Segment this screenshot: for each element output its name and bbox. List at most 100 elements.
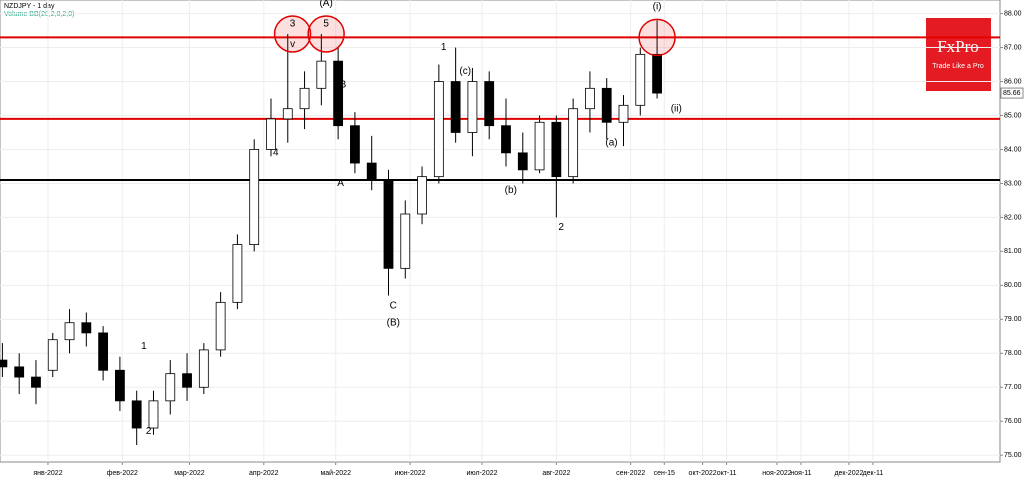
candle-body xyxy=(534,121,545,171)
logo-box xyxy=(926,18,991,91)
wave-label: 1 xyxy=(441,42,447,53)
y-tick-label: 86.00 xyxy=(1004,78,1022,85)
x-tick-label: апр-2022 xyxy=(249,470,279,477)
wave-label: B xyxy=(340,80,347,91)
wave-label: (a) xyxy=(605,137,617,148)
wave-label: (ii) xyxy=(671,103,682,114)
y-tick-label: 82.00 xyxy=(1004,214,1022,221)
wave-label: (i) xyxy=(653,1,662,12)
candle-body xyxy=(366,162,377,181)
highlight-circle xyxy=(273,15,312,53)
y-tick-label: 80.00 xyxy=(1004,282,1022,289)
x-tick-label: июл-2022 xyxy=(467,470,498,477)
wave-label: 2 xyxy=(558,222,564,233)
x-tick-label: сен-15 xyxy=(654,470,675,477)
candle-body xyxy=(383,179,394,269)
candle-body xyxy=(182,373,192,388)
x-tick-label: май-2022 xyxy=(320,469,351,477)
candle-body xyxy=(433,81,444,178)
x-tick-label: ноя-2022 xyxy=(762,470,792,477)
candle-body xyxy=(601,87,612,123)
candle-body xyxy=(98,332,109,371)
chart-title: NZDJPY - 1 day xyxy=(4,3,55,10)
tagline: Trade Like a Pro xyxy=(932,63,984,70)
candle-body xyxy=(618,104,629,123)
candle-body xyxy=(350,125,360,164)
candle-body xyxy=(333,60,344,127)
wave-label: (A) xyxy=(319,0,332,9)
wave-label: 3 xyxy=(290,18,296,29)
wave-label: v xyxy=(290,39,295,50)
y-tick-label: 83.00 xyxy=(1004,180,1022,187)
y-tick-label: 75.00 xyxy=(1004,452,1022,459)
subtitle: Volume BB(20,2,0,2,0) xyxy=(4,11,74,18)
x-tick-label: июн-2022 xyxy=(395,470,426,477)
x-tick-label: дек-11 xyxy=(863,470,884,477)
candle-body xyxy=(467,81,478,133)
candle-body xyxy=(47,339,58,371)
candle-body xyxy=(131,400,142,429)
y-tick-label: 78.00 xyxy=(1004,350,1022,357)
candle-body xyxy=(400,213,411,269)
x-tick-label: янв-2022 xyxy=(33,470,62,477)
highlight-circle xyxy=(307,15,345,53)
x-tick-label: авг-2022 xyxy=(542,470,570,477)
y-tick-label: 84.00 xyxy=(1004,146,1022,153)
candle-body xyxy=(484,81,495,127)
x-tick-label: окт-2022 xyxy=(689,470,717,477)
candle-body xyxy=(450,81,461,133)
candle-body xyxy=(148,400,159,429)
candle-body xyxy=(517,152,528,171)
wave-label: (B) xyxy=(387,317,400,328)
wave-label: 2 xyxy=(146,426,152,437)
y-tick-label: 81.00 xyxy=(1004,248,1022,255)
x-tick-label: ноя-11 xyxy=(790,470,811,477)
candle-body xyxy=(14,366,25,378)
x-tick-label: мар-2022 xyxy=(174,470,205,477)
x-tick-label: дек-2022 xyxy=(834,470,863,477)
candle-body xyxy=(266,118,276,150)
candle-body xyxy=(299,87,310,110)
wave-label: (b) xyxy=(505,185,517,196)
candle-body xyxy=(249,149,260,245)
x-tick-label: фев-2022 xyxy=(107,470,138,477)
plot-frame xyxy=(0,0,1001,463)
candle-body xyxy=(652,53,662,94)
candle-body xyxy=(215,301,226,351)
x-tick-label: окт-11 xyxy=(717,470,737,477)
logo: FxPro xyxy=(937,37,979,56)
candle-body xyxy=(551,121,562,178)
candle-body xyxy=(115,369,125,402)
candle-body xyxy=(501,125,511,154)
candle-body xyxy=(232,244,243,303)
wave-label: 5 xyxy=(323,18,329,29)
wave-label: A xyxy=(337,178,344,189)
candle-body xyxy=(417,176,427,215)
candle-body xyxy=(282,108,293,120)
wave-label: (c) xyxy=(459,66,471,77)
y-tick-label: 77.00 xyxy=(1004,384,1022,391)
candle-body xyxy=(165,373,176,402)
highlight-circle xyxy=(638,18,676,57)
last-price-label: 85.66 xyxy=(1003,90,1021,97)
candle-body xyxy=(81,322,92,334)
candle-body xyxy=(568,108,579,178)
wave-label: C xyxy=(390,300,397,311)
wave-label: 1 xyxy=(141,341,147,352)
candle-body xyxy=(316,60,327,89)
y-tick-label: 76.00 xyxy=(1004,418,1022,425)
candle-body xyxy=(635,53,646,106)
candle-body xyxy=(31,376,41,388)
candle-body xyxy=(64,322,75,341)
candle-body xyxy=(198,349,209,388)
candle-body xyxy=(0,359,8,368)
y-tick-label: 88.00 xyxy=(1004,10,1022,17)
y-tick-label: 85.00 xyxy=(1004,112,1022,119)
wave-label: 4 xyxy=(273,148,279,159)
candle-body xyxy=(585,87,595,110)
y-tick-label: 87.00 xyxy=(1004,44,1022,51)
last-price-box xyxy=(1000,87,1024,99)
x-tick-label: сен-2022 xyxy=(616,470,645,477)
y-tick-label: 79.00 xyxy=(1004,316,1022,323)
